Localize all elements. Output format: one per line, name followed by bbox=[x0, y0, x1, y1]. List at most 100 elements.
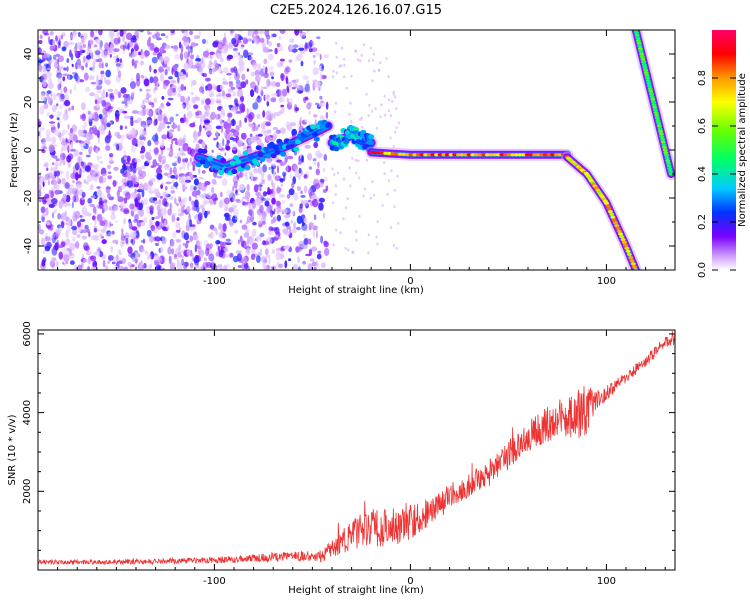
trace-steady-blob bbox=[553, 153, 559, 157]
noise-blob bbox=[161, 139, 165, 148]
noise-blob bbox=[203, 111, 209, 117]
noise-blob bbox=[83, 129, 88, 134]
noise-blob bbox=[246, 197, 250, 202]
noise-blob bbox=[69, 49, 72, 58]
noise-blob bbox=[335, 71, 339, 75]
noise-blob bbox=[69, 260, 75, 265]
noise-blob bbox=[275, 129, 282, 134]
noise-blob bbox=[119, 30, 124, 37]
noise-blob bbox=[355, 171, 358, 175]
noise-blob bbox=[246, 114, 252, 119]
noise-blob bbox=[159, 109, 163, 115]
noise-blob bbox=[259, 187, 262, 192]
noise-blob bbox=[39, 34, 43, 39]
noise-blob bbox=[268, 49, 273, 52]
noise-blob bbox=[282, 208, 288, 214]
trace-steady-blob bbox=[550, 153, 556, 157]
noise-blob bbox=[251, 242, 258, 250]
noise-blob bbox=[297, 161, 302, 165]
trace-steady-blob bbox=[546, 153, 552, 157]
noise-blob bbox=[280, 178, 284, 184]
noise-blob bbox=[160, 184, 164, 190]
noise-blob bbox=[119, 125, 123, 131]
noise-blob bbox=[120, 168, 125, 174]
noise-blob bbox=[86, 228, 90, 233]
noise-blob bbox=[152, 52, 158, 56]
noise-blob bbox=[85, 180, 89, 185]
noise-blob bbox=[340, 64, 343, 68]
noise-blob bbox=[268, 40, 273, 47]
noise-blob bbox=[125, 161, 131, 165]
noise-blob bbox=[171, 67, 174, 75]
noise-blob bbox=[136, 117, 142, 123]
noise-blob bbox=[322, 168, 325, 173]
noise-blob bbox=[105, 186, 112, 190]
noise-blob bbox=[274, 93, 278, 96]
noise-blob bbox=[165, 35, 169, 39]
noise-blob bbox=[343, 75, 346, 79]
noise-blob bbox=[331, 75, 335, 79]
noise-blob bbox=[278, 35, 282, 40]
noise-blob bbox=[314, 80, 321, 88]
noise-blob bbox=[169, 202, 172, 211]
noise-blob bbox=[317, 161, 320, 169]
noise-blob bbox=[57, 83, 61, 91]
noise-blob bbox=[227, 54, 234, 60]
noise-blob bbox=[105, 69, 111, 78]
noise-blob bbox=[257, 166, 263, 175]
noise-blob bbox=[307, 153, 313, 161]
noise-blob bbox=[93, 227, 98, 233]
noise-blob bbox=[53, 209, 57, 214]
noise-blob bbox=[38, 239, 41, 243]
noise-blob bbox=[323, 240, 328, 245]
noise-blob bbox=[274, 47, 278, 55]
noise-blob bbox=[167, 208, 172, 216]
noise-blob bbox=[86, 212, 92, 217]
noise-blob bbox=[109, 54, 113, 58]
noise-blob bbox=[94, 93, 100, 100]
noise-blob bbox=[315, 52, 321, 56]
noise-blob bbox=[39, 106, 45, 115]
noise-blob bbox=[284, 213, 289, 220]
noise-blob bbox=[135, 230, 140, 238]
trace-alias-blob bbox=[641, 60, 647, 64]
trace-emerging-blob bbox=[248, 154, 255, 160]
noise-blob bbox=[56, 176, 60, 182]
noise-blob bbox=[76, 220, 82, 228]
noise-blob bbox=[298, 167, 302, 174]
noise-blob bbox=[273, 216, 278, 222]
noise-blob bbox=[79, 215, 83, 218]
noise-blob bbox=[48, 97, 53, 106]
noise-blob bbox=[175, 113, 179, 117]
noise-blob bbox=[184, 157, 189, 163]
snr-series-layer bbox=[38, 330, 675, 566]
noise-blob bbox=[130, 252, 137, 260]
noise-blob bbox=[79, 52, 83, 56]
noise-blob bbox=[232, 185, 235, 192]
noise-blob bbox=[199, 204, 205, 210]
noise-blob bbox=[172, 87, 176, 93]
noise-blob bbox=[120, 87, 127, 94]
colorbar-ticks: 0.00.20.40.60.8 bbox=[697, 70, 736, 278]
noise-blob bbox=[139, 128, 144, 137]
noise-blob bbox=[97, 58, 103, 63]
noise-blob bbox=[105, 92, 108, 98]
noise-blob bbox=[334, 193, 337, 196]
noise-blob bbox=[121, 233, 124, 238]
noise-blob bbox=[153, 69, 157, 74]
noise-blob bbox=[262, 110, 266, 118]
noise-blob bbox=[169, 262, 176, 270]
noise-blob bbox=[95, 178, 98, 182]
noise-blob bbox=[313, 267, 317, 270]
noise-blob bbox=[354, 158, 358, 162]
trace-alias-blob bbox=[646, 81, 652, 85]
noise-blob bbox=[160, 73, 164, 82]
noise-blob bbox=[203, 118, 210, 126]
noise-blob bbox=[131, 174, 137, 182]
noise-blob bbox=[314, 183, 320, 190]
noise-blob bbox=[146, 251, 150, 260]
trace-emerging-blob bbox=[201, 148, 208, 154]
noise-blob bbox=[134, 253, 139, 262]
noise-blob bbox=[320, 235, 324, 244]
noise-blob bbox=[164, 219, 167, 228]
